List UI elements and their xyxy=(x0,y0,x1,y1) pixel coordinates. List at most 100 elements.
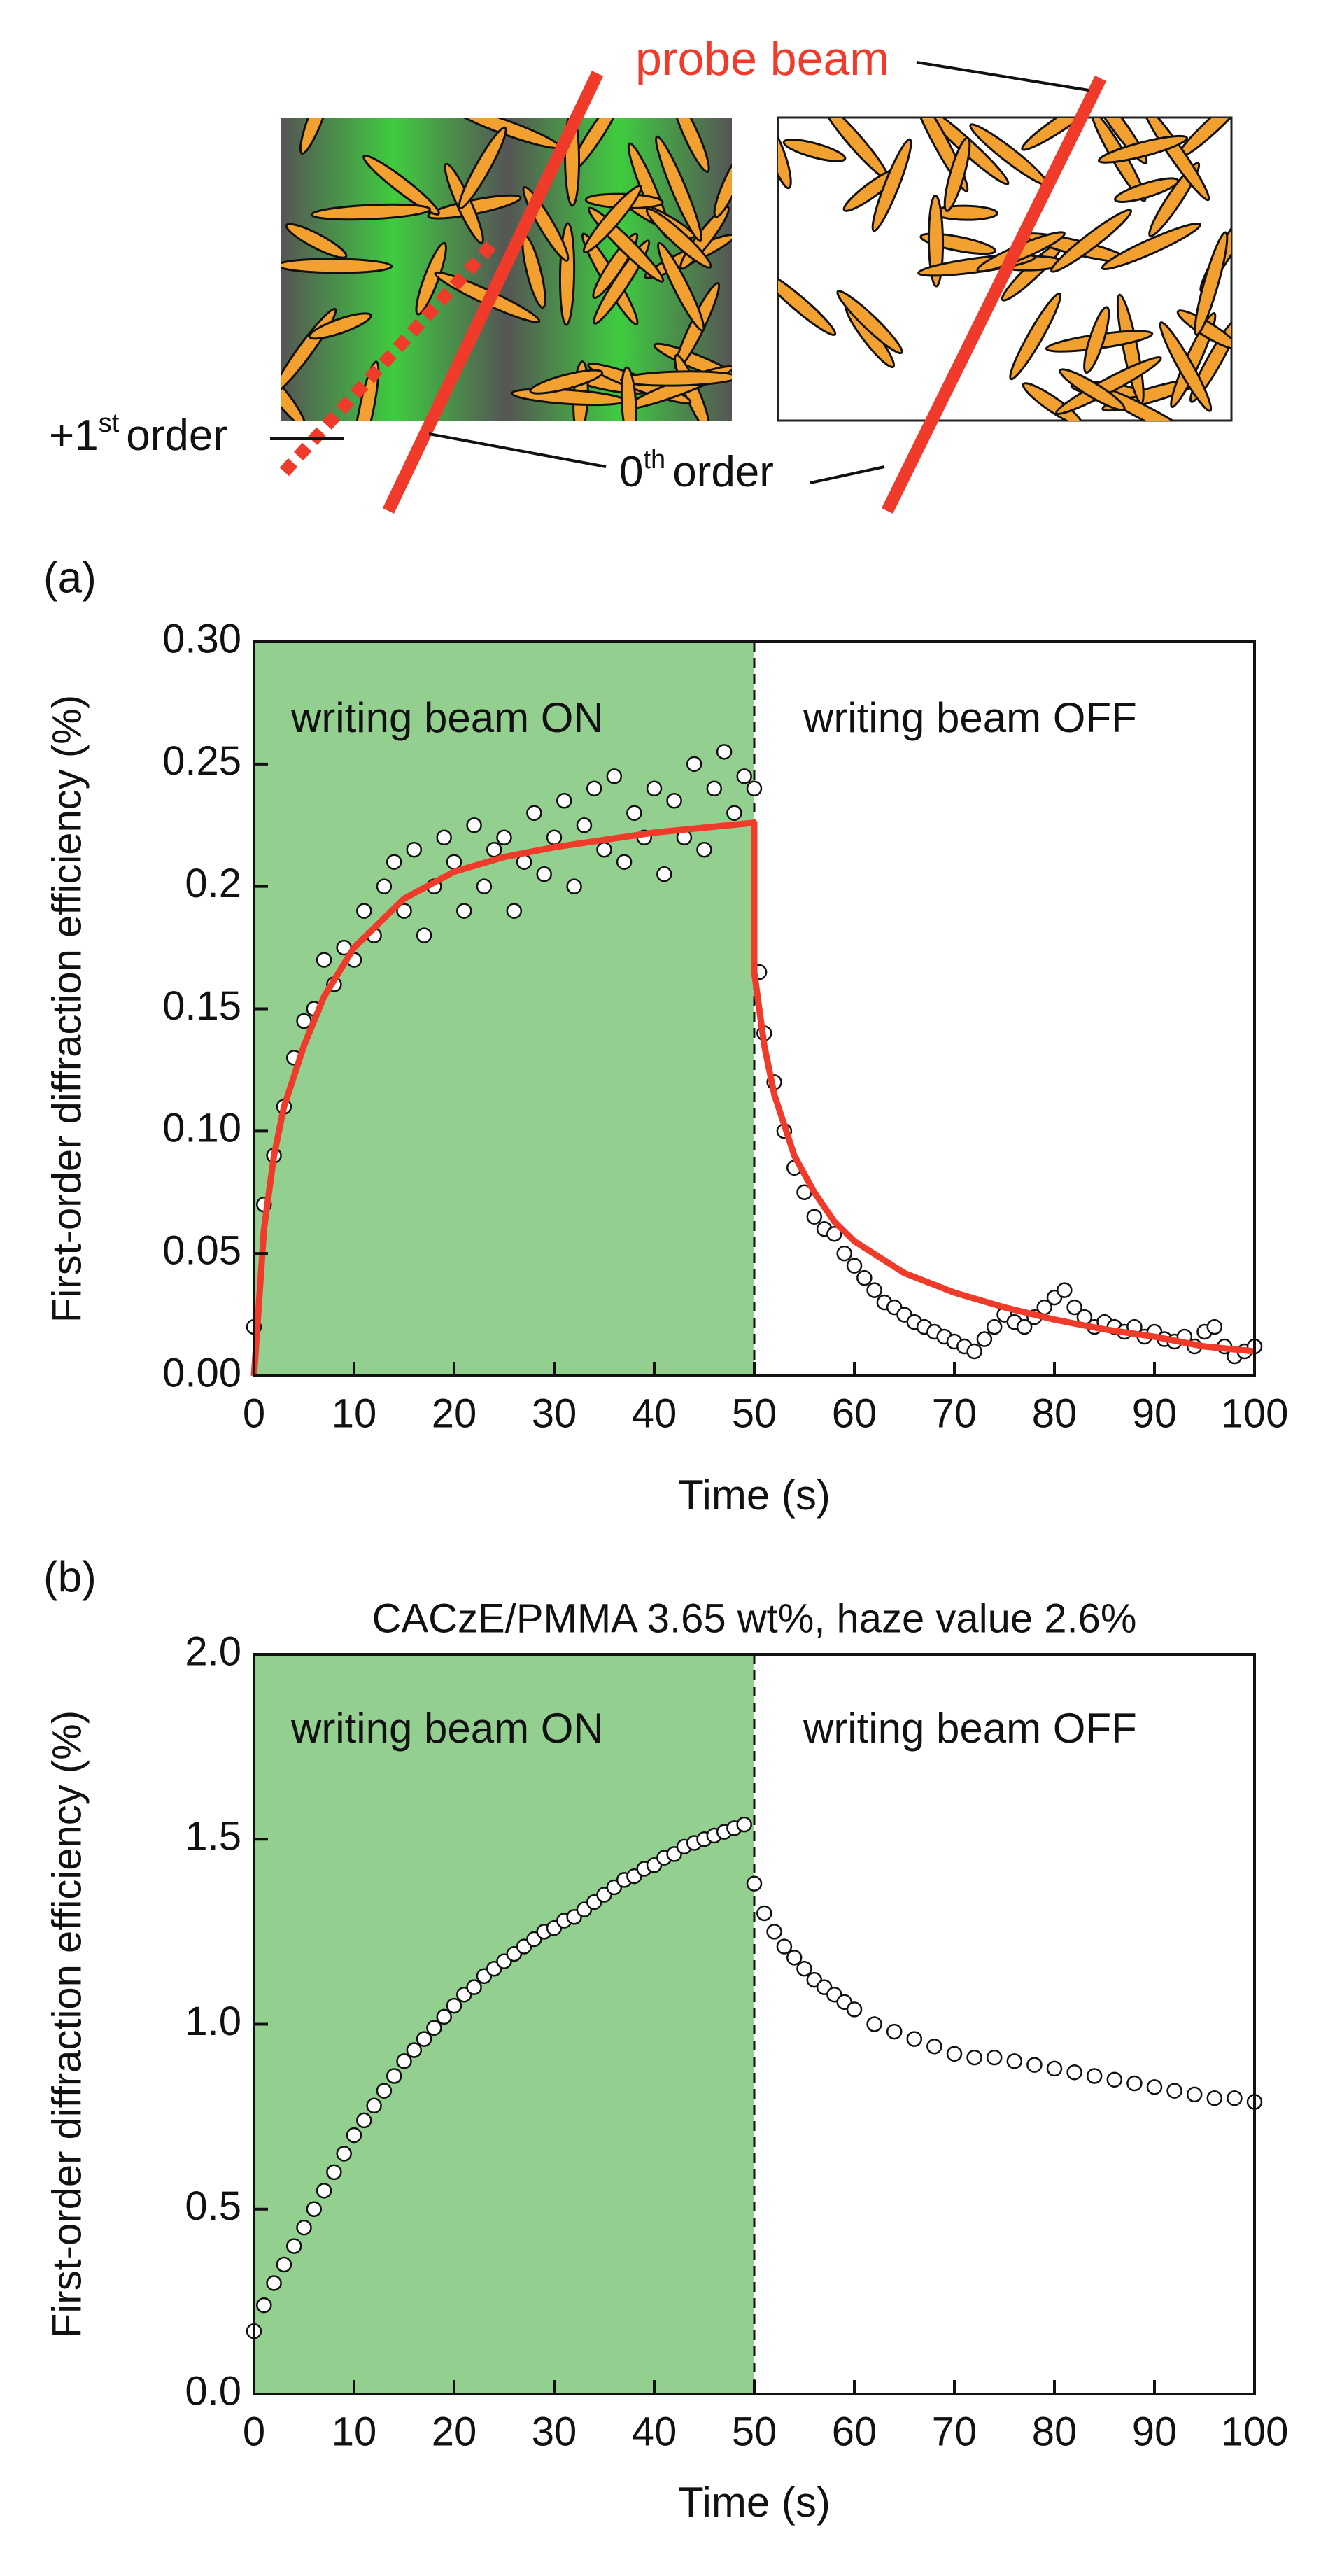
x-tick-label: 10 xyxy=(332,1391,377,1436)
data-point xyxy=(396,903,412,919)
data-point xyxy=(556,793,572,809)
molecule xyxy=(1101,222,1201,271)
data-point xyxy=(786,1950,803,1966)
x-tick-label: 60 xyxy=(832,1391,877,1436)
label-part: order xyxy=(672,448,774,496)
data-point xyxy=(336,2146,352,2162)
data-point xyxy=(1057,1282,1073,1298)
molecules xyxy=(778,118,1231,421)
molecules xyxy=(281,118,732,421)
annotation: writing beam ON xyxy=(290,694,604,741)
molecule xyxy=(310,203,432,221)
y-tick-label: 0.10 xyxy=(162,1106,241,1151)
x-tick-label: 30 xyxy=(532,1391,577,1436)
y-tick-label: 0.05 xyxy=(162,1227,241,1273)
data-point xyxy=(736,768,752,784)
data-point xyxy=(866,1282,882,1298)
y-axis-label: First-order diffraction efficiency (%) xyxy=(44,1710,90,2338)
data-point xyxy=(316,2183,332,2199)
molecule xyxy=(1176,309,1231,350)
data-point xyxy=(1186,2086,1203,2103)
data-point xyxy=(1106,2071,1123,2088)
data-point xyxy=(986,1318,1003,1335)
data-point xyxy=(296,2219,312,2236)
probe-beam xyxy=(382,71,604,514)
x-tick-label: 70 xyxy=(932,2409,977,2454)
molecule xyxy=(1050,209,1133,273)
chart-title: CACzE/PMMA 3.65 wt%, haze value 2.6% xyxy=(372,1596,1137,1641)
molecule xyxy=(285,223,348,259)
y-tick-label: 0.0 xyxy=(185,2368,241,2414)
data-point xyxy=(436,829,452,845)
data-point xyxy=(496,829,512,845)
data-point xyxy=(1016,1318,1033,1335)
data-point xyxy=(446,854,462,870)
y-tick-label: 0.30 xyxy=(162,616,241,661)
molecule xyxy=(657,241,705,332)
data-point xyxy=(726,805,742,822)
data-point xyxy=(1126,2075,1143,2092)
data-point xyxy=(466,817,482,833)
panel-label: (a) xyxy=(43,554,97,602)
x-tick-label: 90 xyxy=(1132,2409,1178,2454)
data-point xyxy=(746,1875,763,1892)
x-tick-label: 40 xyxy=(632,2409,677,2454)
y-tick-label: 1.0 xyxy=(185,1999,241,2044)
data-point xyxy=(766,1924,782,1940)
data-point xyxy=(1046,2060,1063,2077)
molecule xyxy=(782,139,847,162)
x-tick-label: 50 xyxy=(732,1391,777,1436)
data-point xyxy=(256,2297,272,2314)
molecule xyxy=(871,138,912,232)
molecule xyxy=(778,125,792,190)
molecule xyxy=(1009,292,1062,381)
data-point xyxy=(1026,2057,1043,2073)
molecule xyxy=(1148,162,1201,237)
data-point xyxy=(686,756,702,773)
molecule xyxy=(713,150,732,218)
data-point xyxy=(466,1979,482,1995)
leader-line xyxy=(810,465,885,484)
data-point xyxy=(846,2001,863,2018)
data-point xyxy=(1066,2064,1082,2081)
data-point xyxy=(986,2049,1003,2066)
data-point xyxy=(476,878,493,894)
first-order-beam xyxy=(276,241,496,480)
zeroth-order-label: 0th order xyxy=(619,445,774,496)
data-point xyxy=(546,829,563,845)
y-tick-label: 1.5 xyxy=(185,1814,241,1859)
data-point xyxy=(626,805,642,822)
data-point xyxy=(366,2097,382,2114)
data-point xyxy=(536,866,552,882)
molecule xyxy=(672,118,710,174)
molecule xyxy=(529,369,604,395)
data-point xyxy=(346,2127,362,2144)
y-tick-label: 0.00 xyxy=(162,1350,241,1395)
data-point xyxy=(266,2275,282,2291)
first-order-label: +1st order xyxy=(49,409,227,460)
molecule xyxy=(1021,118,1103,151)
probe-beam xyxy=(881,76,1107,514)
data-point xyxy=(966,2049,982,2066)
data-point xyxy=(646,780,663,797)
data-point xyxy=(946,2046,963,2062)
data-point xyxy=(326,2164,342,2181)
data-point xyxy=(416,927,432,943)
molecule xyxy=(1083,306,1110,374)
data-point xyxy=(1086,2068,1103,2084)
molecule xyxy=(281,258,393,274)
x-axis-label: Time (s) xyxy=(678,2479,831,2526)
data-point xyxy=(526,805,542,822)
x-tick-label: 60 xyxy=(832,2409,877,2454)
superscript: st xyxy=(99,409,120,438)
data-point xyxy=(456,903,472,919)
molecule xyxy=(1059,368,1126,411)
x-tick-label: 30 xyxy=(532,2409,577,2454)
y-tick-label: 0.5 xyxy=(185,2183,241,2229)
leader-line xyxy=(916,61,1089,92)
molecule xyxy=(299,118,332,155)
data-point xyxy=(1146,2079,1163,2095)
data-point xyxy=(396,2053,412,2069)
schematic: probe beam +1st order 0th order xyxy=(49,32,1233,514)
